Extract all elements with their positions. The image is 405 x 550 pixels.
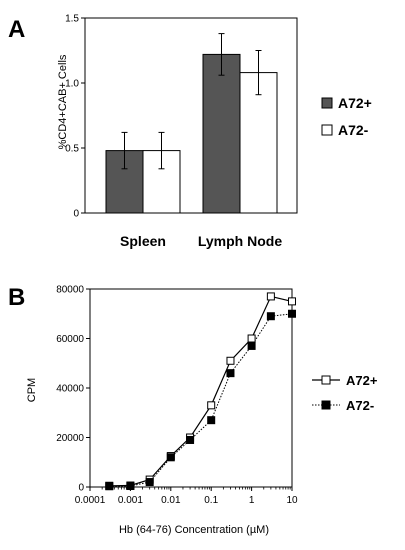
panel-a-category-labels: Spleen Lymph Node	[120, 233, 282, 249]
category-label-0: Spleen	[120, 233, 166, 249]
series-line-a72-minus	[109, 313, 293, 487]
panel-b-xtick-label-2: 0.01	[161, 495, 181, 506]
panel-b-legend: A72+ A72-	[312, 373, 378, 413]
point-a72-minus-2	[145, 478, 154, 487]
panel-b-axes: 0 20000 40000 60000 80000 0.0001 0.001 0.01 0.1 1…	[56, 285, 298, 507]
panel-b-ytick-label-0: 0	[78, 483, 84, 494]
panel-letter-a: A	[8, 16, 25, 43]
legend-marker-a72-minus	[321, 400, 331, 410]
panel-b-xtick-label-4: 1	[249, 495, 255, 506]
series-line-a72-plus	[109, 295, 293, 487]
legend-swatch-a72-plus	[321, 97, 333, 109]
point-a72-minus-9	[288, 309, 296, 318]
bar-a72-minus-1	[239, 72, 278, 214]
point-a72-minus-5	[207, 416, 216, 425]
panel-a-frame	[84, 17, 298, 214]
point-a72-minus-0	[105, 482, 114, 491]
point-a72-minus-3	[166, 453, 175, 462]
panel-b-xtick-label-3: 0.1	[204, 495, 218, 506]
legend-label-b-a72-minus: A72-	[346, 398, 374, 413]
legend-marker-a72-plus	[321, 375, 331, 385]
panel-b-ytick-label-1: 20000	[56, 433, 84, 444]
category-label-1: Lymph Node	[198, 233, 282, 249]
point-a72-plus-8	[266, 292, 275, 301]
panel-a-ytick-label-3: 1.5	[65, 14, 79, 25]
panel-b-frame	[89, 288, 293, 488]
panel-a-ytick-label-0: 0	[73, 209, 79, 220]
panel-b-chart: CPM Hb (64-76) Concentration (µM) 0 20000…	[26, 285, 378, 537]
panel-b-series	[105, 292, 296, 491]
panel-b-ylabel: CPM	[26, 378, 38, 402]
point-a72-minus-1	[126, 482, 135, 491]
point-a72-minus-4	[186, 435, 195, 444]
panel-a-ytick-label-1: 0.5	[65, 144, 79, 155]
panel-b-xlabel: Hb (64-76) Concentration (µM)	[119, 524, 269, 536]
legend-swatch-a72-minus	[321, 124, 333, 136]
point-a72-plus-7	[247, 334, 256, 343]
panel-b-ytick-label-3: 60000	[56, 334, 84, 345]
point-a72-plus-9	[288, 297, 296, 306]
point-a72-plus-6	[226, 356, 235, 365]
legend-label-a72-plus: A72+	[338, 95, 372, 111]
panel-letter-b: B	[8, 284, 25, 311]
panel-a-chart: %CD4+CAB+ Cells 0 0.5 1.0 1.5 Spleen Lymph N…	[57, 14, 372, 250]
panel-b-xtick-label-1: 0.001	[118, 495, 143, 506]
point-a72-minus-6	[226, 369, 235, 378]
legend-label-a72-minus: A72-	[338, 122, 369, 138]
panel-b-ytick-label-4: 80000	[56, 285, 84, 296]
panel-a-axes: 0 0.5 1.0 1.5	[65, 14, 298, 220]
panel-b-xtick-label-0: 0.0001	[75, 495, 106, 506]
point-a72-plus-5	[207, 401, 216, 410]
panel-b-xtick-label-5: 10	[286, 495, 298, 506]
panel-a-bars	[105, 33, 278, 214]
panel-a-ytick-label-2: 1.0	[65, 79, 79, 90]
panel-a-ylabel: %CD4+CAB+ Cells	[57, 54, 69, 149]
point-a72-minus-8	[266, 312, 275, 321]
panel-b-ytick-label-2: 40000	[56, 384, 84, 395]
legend-label-b-a72-plus: A72+	[346, 373, 378, 388]
panel-a-legend: A72+ A72-	[321, 95, 372, 138]
bar-a72-plus-1	[202, 53, 241, 214]
point-a72-minus-7	[247, 341, 256, 350]
